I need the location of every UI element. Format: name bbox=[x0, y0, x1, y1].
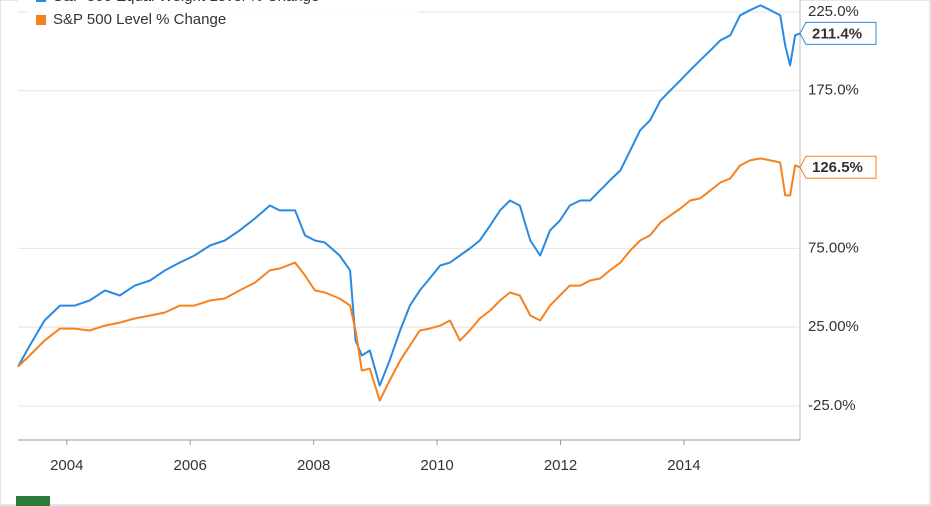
end-label-box bbox=[799, 155, 877, 179]
end-label-text: 211.4% bbox=[812, 25, 862, 42]
logo bbox=[16, 496, 50, 506]
legend-box bbox=[28, 0, 418, 40]
x-tick-label: 2010 bbox=[420, 457, 453, 474]
end-label: 211.4% bbox=[799, 21, 877, 45]
end-label-box bbox=[799, 21, 877, 45]
y-tick-label: -25.0% bbox=[808, 397, 856, 414]
y-tick-label: 75.00% bbox=[808, 239, 859, 256]
x-tick-label: 2012 bbox=[544, 457, 577, 474]
legend-label: S&P 500 Level % Change bbox=[53, 11, 226, 28]
legend-label: S&P 500 Equal Weight Level % Change bbox=[53, 0, 319, 5]
x-tick-label: 2014 bbox=[667, 457, 700, 474]
series-line bbox=[17, 157, 801, 402]
y-tick-label: 225.0% bbox=[808, 3, 859, 20]
plot-area bbox=[18, 0, 800, 440]
x-tick-label: 2006 bbox=[174, 457, 207, 474]
y-tick-label: 175.0% bbox=[808, 82, 859, 99]
legend: S&P 500 Equal Weight Level % Change S&P 5… bbox=[28, 0, 418, 40]
legend-swatch bbox=[36, 0, 46, 2]
series-line bbox=[17, 4, 801, 387]
end-label: 126.5% bbox=[799, 155, 877, 179]
legend-swatch bbox=[36, 15, 46, 25]
end-label-text: 126.5% bbox=[812, 159, 863, 176]
x-tick-label: 2008 bbox=[297, 457, 330, 474]
x-tick-label: 2004 bbox=[50, 457, 83, 474]
y-tick-label: 25.00% bbox=[808, 318, 859, 335]
